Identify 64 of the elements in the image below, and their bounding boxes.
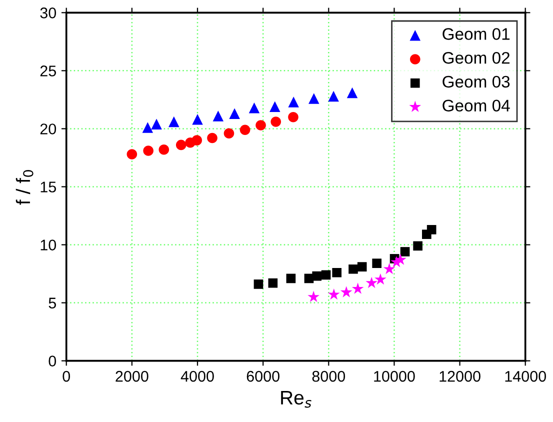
point [176,140,186,150]
point [229,108,240,120]
point [248,102,260,114]
point [151,118,162,130]
y-tick-label: 25 [40,66,56,76]
point [268,278,278,288]
point [240,124,250,136]
point [357,262,367,272]
point [224,128,234,138]
point [192,114,203,125]
point [207,132,218,144]
point [413,241,422,251]
x-tick-label: 4000 [180,370,214,382]
point [340,286,352,298]
point [270,116,282,127]
y-axis-title: f / f$_{0}$ [16,170,34,205]
point [143,146,154,156]
x-tick-label: 6000 [246,370,280,382]
point [383,262,396,274]
x-tick-label: 0 [62,370,70,382]
y-tick-label: 0 [48,356,56,366]
point [256,120,266,130]
point [126,149,138,160]
x-tick-label: 14000 [505,370,546,382]
point [426,225,436,234]
point [346,87,358,98]
legend-label: Geom 02 [442,52,510,64]
point [328,288,340,300]
y-tick-label: 30 [40,8,56,18]
point [158,144,170,155]
point [286,274,296,284]
point [308,93,320,104]
point [374,273,386,285]
point [192,135,202,146]
point [212,110,224,122]
point [308,290,320,302]
x-tick-label: 10000 [374,370,415,382]
y-tick-label: 20 [40,124,56,134]
point [321,270,331,280]
point [288,96,299,108]
point [372,258,382,268]
point [400,247,410,256]
point [269,101,280,112]
point [366,276,378,288]
y-tick-label: 5 [48,298,56,308]
point [142,122,154,133]
x-tick-label: 2000 [116,370,148,382]
point [352,282,364,294]
y-tick-label: 10 [40,240,56,250]
point [288,112,298,122]
x-axis-title: Re$_{s}$ [281,391,312,408]
legend-label: Geom 03 [442,76,510,88]
x-tick-label: 12000 [440,370,480,382]
legend-label: Geom 01 [442,28,510,40]
point [394,254,406,265]
point [332,268,342,278]
point [168,116,180,128]
point [328,90,339,102]
y-tick-label: 15 [40,182,56,192]
point [348,264,358,274]
point [312,271,322,281]
point [254,280,264,289]
x-tick-label: 8000 [312,370,346,382]
legend-label: Geom 04 [442,100,510,112]
